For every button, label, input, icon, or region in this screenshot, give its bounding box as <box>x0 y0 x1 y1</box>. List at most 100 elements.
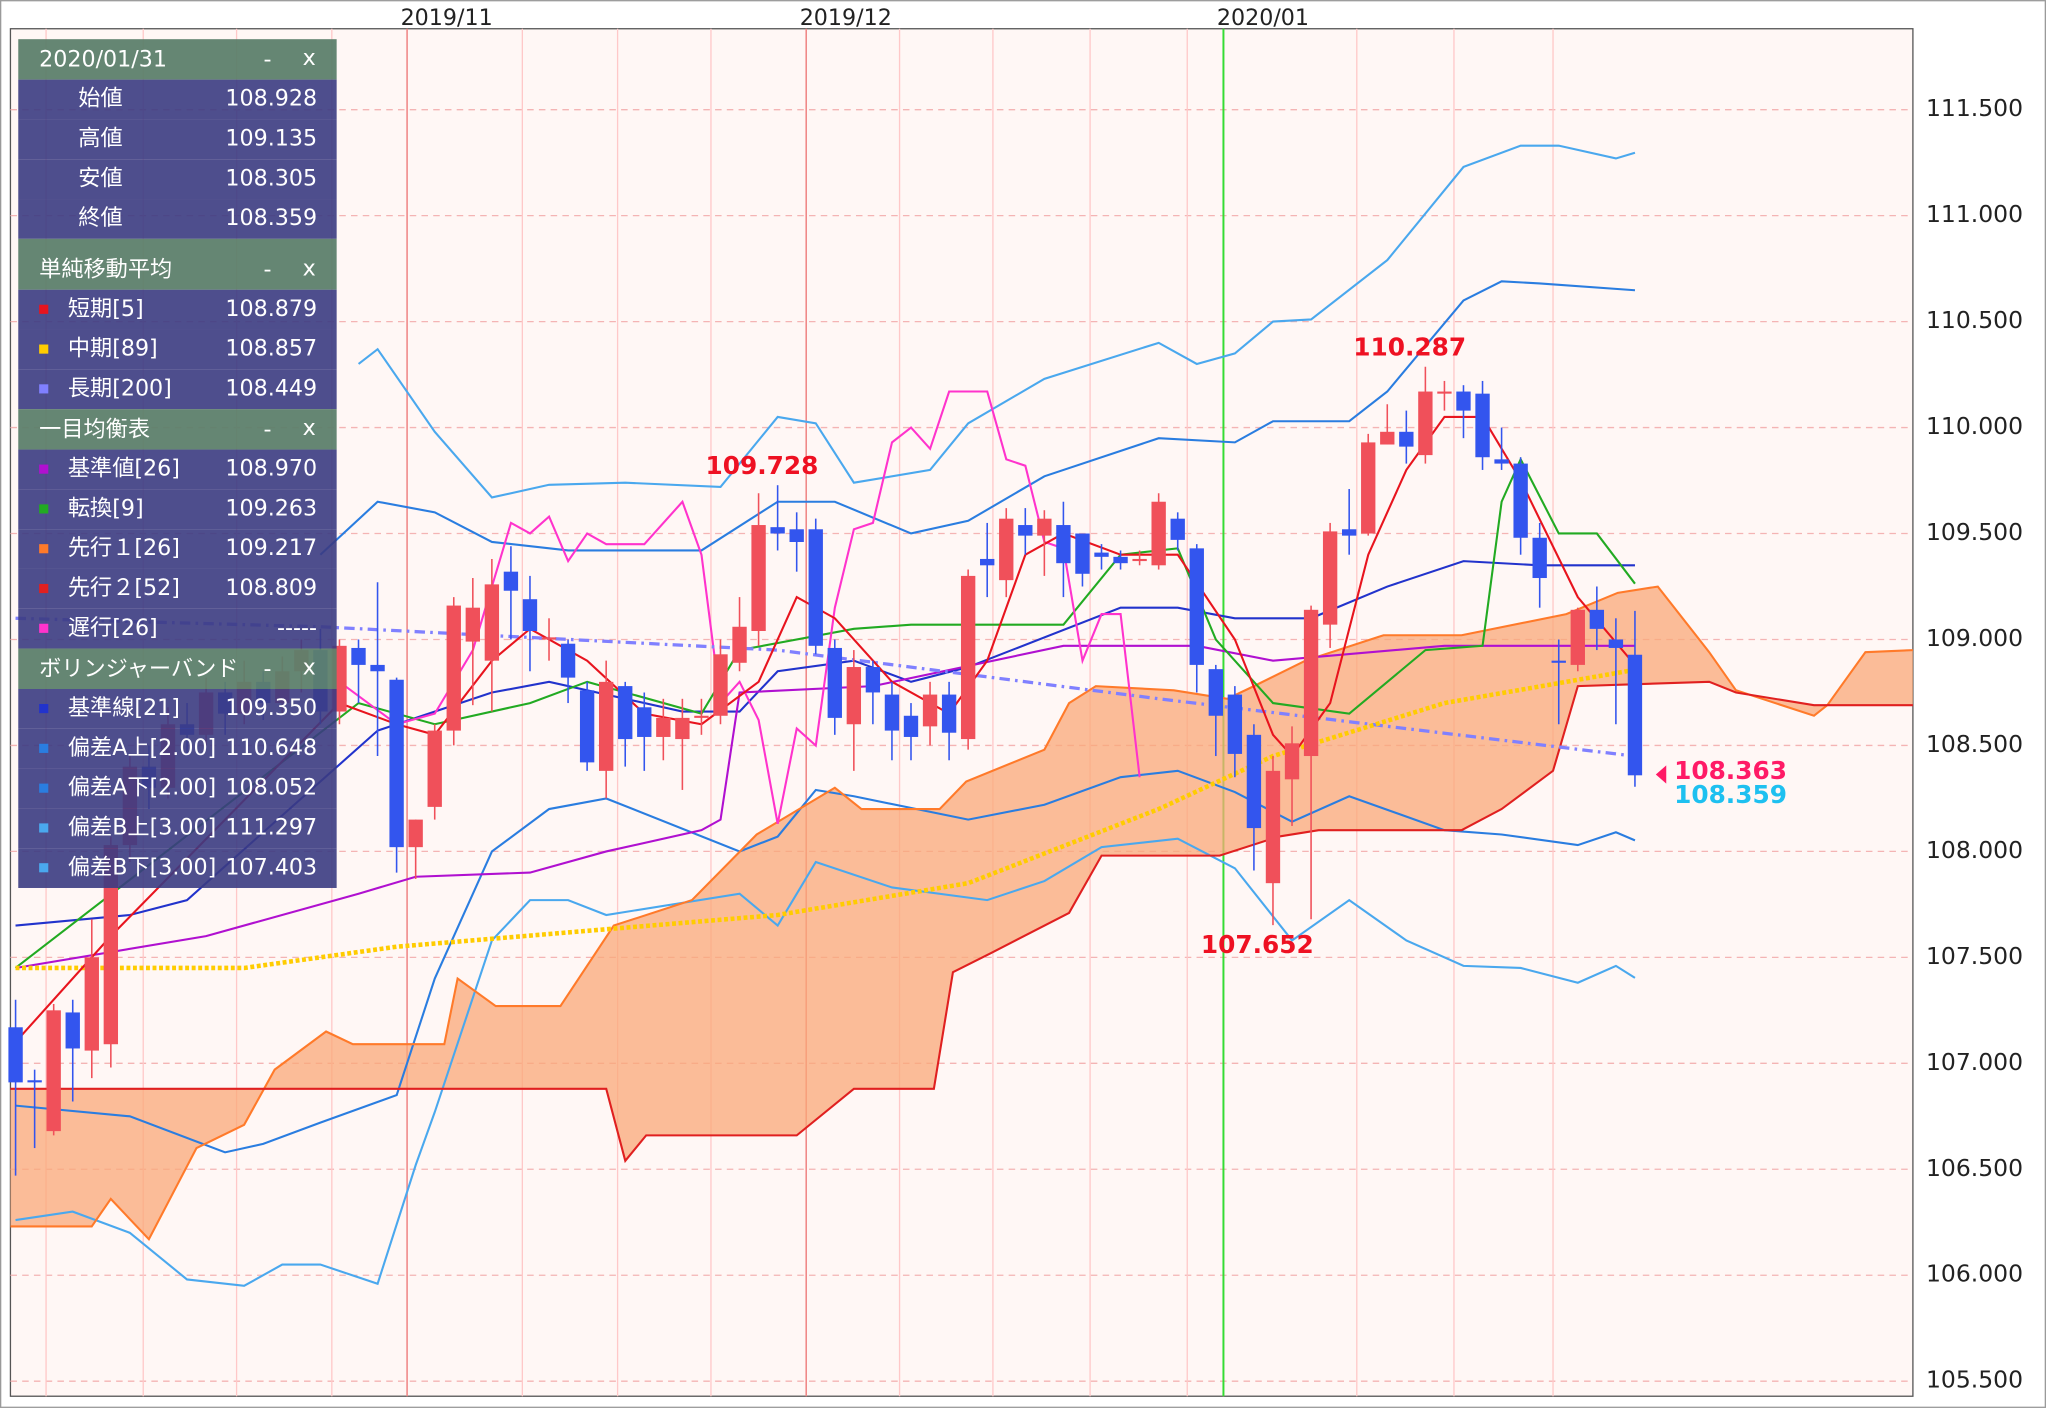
candle-body <box>1608 639 1624 648</box>
panel-row <box>18 79 337 120</box>
candle-body <box>103 845 119 1045</box>
candle-body <box>922 694 938 727</box>
info-panel: 2020/01/31 - x 始値 108.928 高値 109.135 安値 108.305 終… <box>18 39 337 888</box>
panel-row <box>18 808 337 849</box>
panel-row <box>18 608 337 649</box>
legend-swatch <box>39 823 49 833</box>
candle-body <box>1056 525 1071 564</box>
candle-body <box>713 654 728 716</box>
candle-body <box>1303 609 1319 757</box>
legend-label: 先行２[52] <box>68 575 180 601</box>
candle-body <box>1151 501 1166 566</box>
x-tick-label: 2019/11 <box>401 5 493 31</box>
candle-body <box>960 575 976 740</box>
bid-price: 108.363 <box>1674 756 1787 785</box>
legend-label: 先行１[26] <box>68 535 180 561</box>
panel-header-title: ボリンジャーバンド <box>39 656 238 682</box>
panel-header <box>18 39 337 80</box>
close-price: 108.359 <box>1674 780 1787 809</box>
candle-body <box>1284 743 1300 780</box>
panel-minimize[interactable]: - <box>263 656 271 682</box>
ohlc-value: 108.928 <box>225 86 317 112</box>
candle-body <box>884 694 900 731</box>
candle-body <box>389 679 404 848</box>
legend-value: 109.350 <box>225 695 317 721</box>
legend-value: 108.809 <box>225 575 317 601</box>
indicator-line <box>14 456 1636 969</box>
price-annotation: 110.287 <box>1353 332 1466 361</box>
y-tick-label: 107.000 <box>1926 1048 2023 1076</box>
panel-close[interactable]: x <box>303 255 316 281</box>
legend-swatch <box>39 623 49 633</box>
panel-header <box>18 238 337 290</box>
price-annotation: 107.652 <box>1201 930 1314 959</box>
panel-row <box>18 568 337 609</box>
candle-body <box>1265 770 1281 884</box>
candle-body <box>446 605 461 731</box>
candle-body <box>427 730 442 807</box>
candle-body <box>1170 518 1185 540</box>
candle-body <box>1551 660 1566 663</box>
legend-label: 基準線[21] <box>68 695 180 721</box>
x-tick-label: 2019/12 <box>800 5 892 31</box>
x-tick-label: 2020/01 <box>1217 5 1309 31</box>
candle-body <box>8 1027 23 1083</box>
y-tick-label: 108.000 <box>1926 836 2023 864</box>
panel-close[interactable]: x <box>303 415 316 441</box>
y-tick-label: 109.000 <box>1926 624 2023 652</box>
legend-swatch <box>39 504 49 514</box>
candle-body <box>1532 537 1547 579</box>
panel-row <box>18 489 337 530</box>
panel-minimize[interactable]: - <box>263 47 271 73</box>
y-tick-label: 111.000 <box>1926 200 2023 228</box>
candle-body <box>1322 531 1338 625</box>
panel-row <box>18 159 337 200</box>
candle-body <box>465 607 480 642</box>
candle-body <box>618 686 633 740</box>
candle-body <box>1361 442 1376 534</box>
y-tick-label: 105.500 <box>1926 1366 2023 1394</box>
legend-label: 短期[5] <box>68 296 144 322</box>
candle-body <box>65 1012 80 1049</box>
candle-body <box>522 599 538 632</box>
legend-value: 109.263 <box>225 495 317 521</box>
panel-header <box>18 409 337 450</box>
ohlc-value: 108.359 <box>225 205 317 231</box>
panel-header-title: 単純移動平均 <box>39 257 172 283</box>
panel-close[interactable]: x <box>303 655 316 681</box>
legend-swatch <box>39 544 49 554</box>
legend-label: 長期[200] <box>68 375 172 401</box>
legend-label: 偏差B上[3.00] <box>68 814 216 840</box>
panel-minimize[interactable]: - <box>263 416 271 442</box>
candle-body <box>1456 391 1471 411</box>
panel-minimize[interactable]: - <box>263 257 271 283</box>
panel-close[interactable]: x <box>303 45 316 71</box>
panel-row <box>18 449 337 490</box>
candle-body <box>503 571 519 591</box>
candle-body <box>1589 609 1605 629</box>
candle-body <box>732 626 747 663</box>
candle-body <box>84 957 99 1051</box>
candle-body <box>484 584 500 661</box>
indicator-line <box>357 144 1636 499</box>
candle-body <box>808 529 823 646</box>
legend-value: ----- <box>277 615 317 641</box>
candle-body <box>1399 431 1414 447</box>
y-tick-label: 110.000 <box>1926 412 2023 440</box>
legend-swatch <box>39 743 49 753</box>
candle-body <box>541 637 557 640</box>
ohlc-label: 安値 <box>78 165 122 191</box>
ohlc-label: 始値 <box>78 86 122 112</box>
legend-swatch <box>39 863 49 873</box>
indicator-line <box>15 644 1635 970</box>
candle-body <box>865 667 881 693</box>
candle-body <box>675 717 690 740</box>
candle-body <box>846 667 862 725</box>
price-pointer <box>1655 765 1667 784</box>
legend-label: 転換[9] <box>68 495 144 521</box>
candle-body <box>1380 431 1395 445</box>
legend-value: 110.648 <box>225 735 317 761</box>
candle-body <box>770 527 785 534</box>
y-tick-label: 107.500 <box>1926 942 2023 970</box>
legend-label: 基準値[26] <box>68 456 180 482</box>
